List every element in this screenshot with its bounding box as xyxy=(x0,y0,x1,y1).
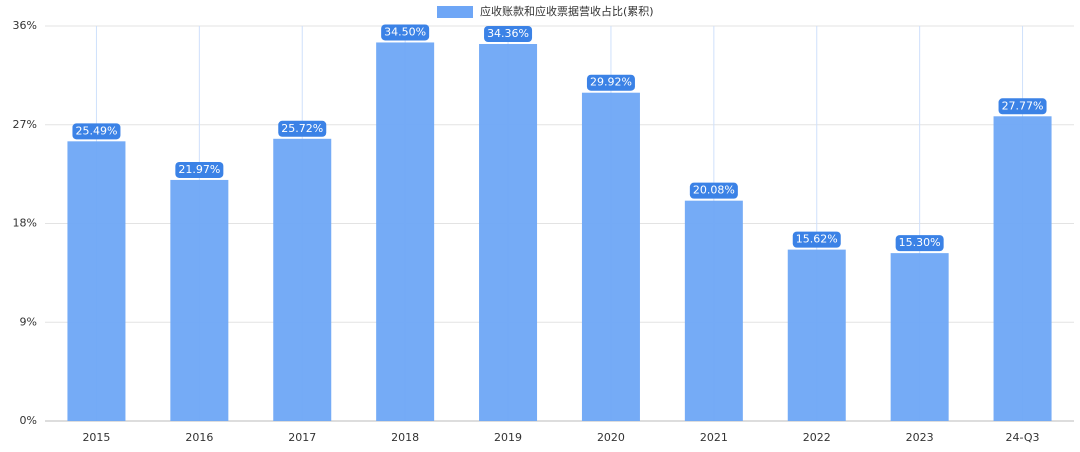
value-label-bg xyxy=(278,120,327,137)
bar xyxy=(170,179,229,421)
x-tick-label: 2021 xyxy=(700,431,728,444)
value-label: 25.72% xyxy=(281,122,323,135)
value-label-bg xyxy=(175,161,224,178)
value-label: 21.97% xyxy=(178,163,220,176)
x-tick-label: 2022 xyxy=(803,431,831,444)
legend-label: 应收账款和应收票据营收占比(累积) xyxy=(480,4,654,18)
x-tick-label: 2023 xyxy=(906,431,934,444)
value-label-bg xyxy=(998,98,1047,115)
bar xyxy=(993,116,1052,421)
value-label-bg xyxy=(792,231,841,248)
x-tick-label: 2018 xyxy=(391,431,419,444)
value-label: 20.08% xyxy=(693,184,735,197)
value-label: 34.36% xyxy=(487,27,529,40)
y-tick-label: 9% xyxy=(20,315,37,328)
bar xyxy=(684,200,743,421)
bar xyxy=(273,138,332,422)
x-tick-label: 2020 xyxy=(597,431,625,444)
bar xyxy=(376,42,435,421)
value-label-bg xyxy=(72,123,121,140)
value-label-bg xyxy=(689,182,738,199)
value-label: 25.49% xyxy=(75,124,117,137)
x-tick-label: 24-Q3 xyxy=(1006,431,1040,444)
value-label: 15.30% xyxy=(899,236,941,249)
value-label: 34.50% xyxy=(384,25,426,38)
legend-swatch xyxy=(437,6,473,18)
bar xyxy=(479,43,538,421)
y-tick-label: 36% xyxy=(13,19,37,32)
value-label: 27.77% xyxy=(1002,99,1044,112)
x-tick-label: 2015 xyxy=(82,431,110,444)
x-tick-label: 2019 xyxy=(494,431,522,444)
value-label-bg xyxy=(484,25,533,42)
x-tick-label: 2016 xyxy=(185,431,213,444)
value-label: 29.92% xyxy=(590,76,632,89)
value-label: 15.62% xyxy=(796,233,838,246)
value-label-bg xyxy=(586,74,635,91)
bar xyxy=(787,249,846,421)
bar xyxy=(890,253,949,421)
y-tick-label: 27% xyxy=(13,118,37,131)
y-tick-label: 18% xyxy=(13,217,37,230)
bar xyxy=(67,141,126,421)
bar xyxy=(581,92,640,421)
x-tick-label: 2017 xyxy=(288,431,316,444)
value-label-bg xyxy=(895,235,944,252)
value-label-bg xyxy=(381,24,430,41)
y-tick-label: 0% xyxy=(20,414,37,427)
